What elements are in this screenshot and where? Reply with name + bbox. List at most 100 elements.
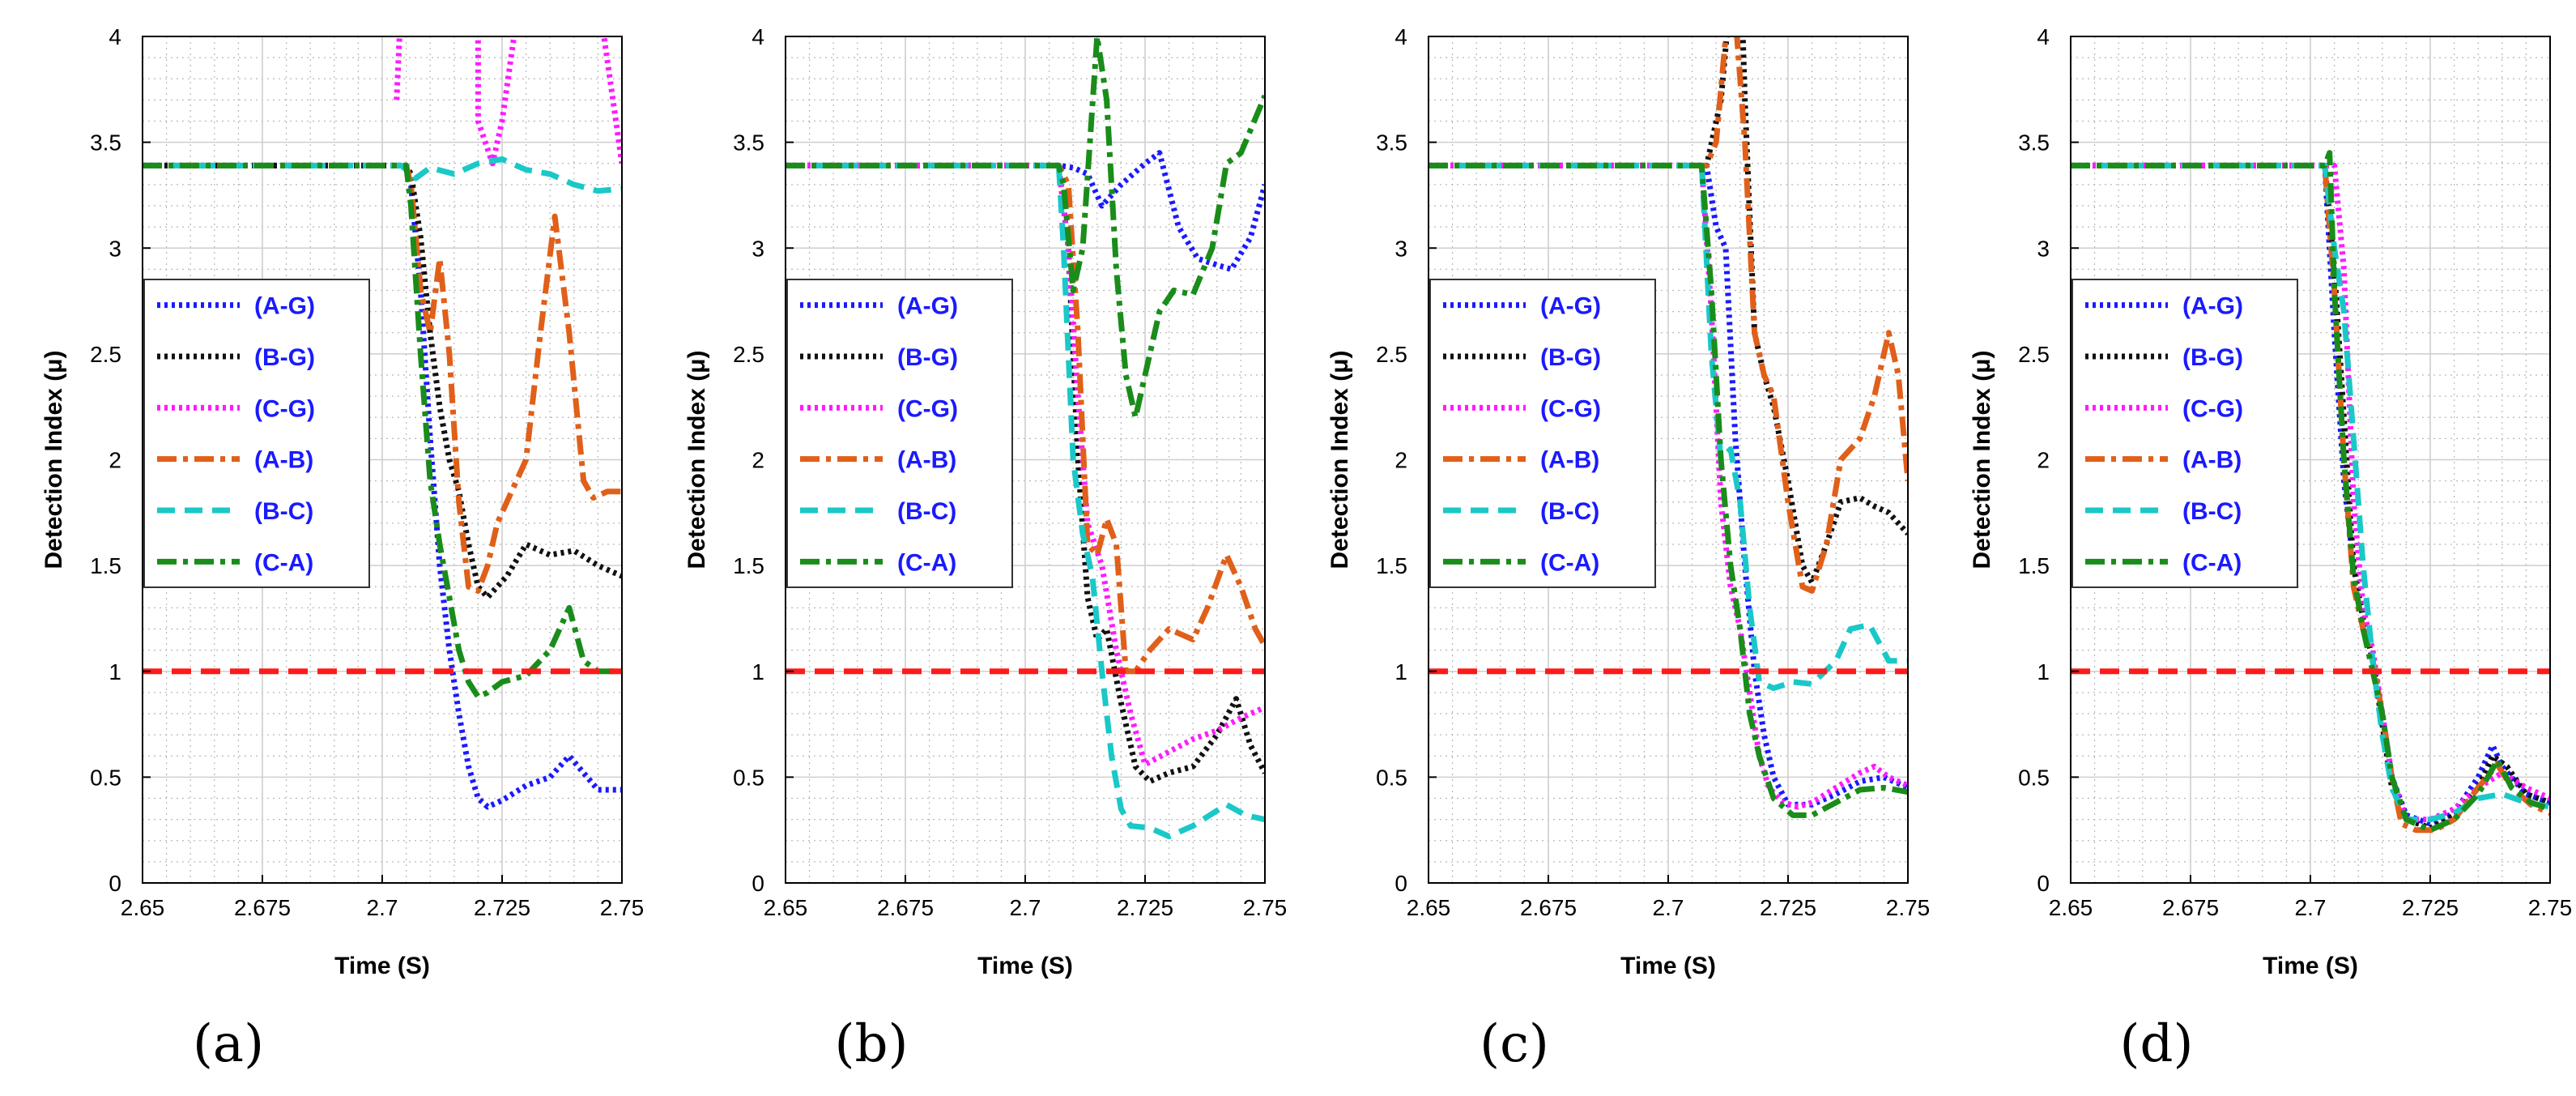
y-axis-label: Detection Index (μ) (1326, 350, 1353, 569)
y-tick-label: 4 (752, 24, 764, 49)
series-line-a-g (143, 162, 622, 810)
y-tick-label: 3 (2037, 236, 2050, 261)
series-line-a-b (143, 162, 622, 594)
series-group (786, 36, 1265, 839)
y-tick-label: 2.5 (2018, 342, 2050, 367)
legend-entry-label: (B-G) (2182, 344, 2243, 371)
x-tick-label: 2.65 (2049, 895, 2093, 920)
legend-entry-label: (A-G) (1540, 293, 1601, 320)
legend: (A-G) (B-G) (C-G) (A-B) (B-C) (C-A) (786, 279, 1013, 588)
legend-entry-label: (C-A) (1540, 549, 1599, 576)
x-tick-label: 2.75 (1243, 895, 1288, 920)
legend: (A-G) (B-G) (C-G) (A-B) (B-C) (C-A) (2071, 279, 2298, 588)
x-tick-label: 2.75 (2528, 895, 2573, 920)
y-tick-label: 1 (109, 659, 121, 684)
x-tick-label: 2.75 (600, 895, 645, 920)
legend-entry-label: (C-G) (254, 395, 315, 422)
series-line-b-c (786, 162, 1265, 839)
series-line-b-c (2071, 162, 2550, 823)
legend-entry-label: (A-B) (2182, 447, 2242, 474)
legend: (A-G) (B-G) (C-G) (A-B) (B-C) (C-A) (1429, 279, 1656, 588)
series-line-b-g (1429, 36, 1908, 586)
y-tick-label: 0 (2037, 871, 2050, 896)
y-axis-label: Detection Index (μ) (1969, 350, 1995, 569)
x-axis-label: Time (S) (2263, 953, 2358, 979)
y-tick-label: 2.5 (90, 342, 121, 367)
y-tick-label: 1.5 (90, 553, 121, 578)
y-tick-label: 2.5 (733, 342, 764, 367)
y-tick-label: 1 (752, 659, 764, 684)
y-tick-label: 3.5 (1376, 130, 1407, 156)
x-tick-label: 2.675 (1520, 895, 1577, 920)
legend-entry-label: (B-C) (254, 498, 313, 525)
legend-entry-label: (C-A) (2182, 549, 2242, 576)
y-tick-label: 0.5 (733, 765, 764, 790)
y-axis-label: Detection Index (μ) (683, 350, 710, 569)
series-group (1429, 36, 1908, 818)
x-tick-label: 2.675 (877, 895, 934, 920)
y-tick-label: 4 (109, 24, 121, 49)
series-group (143, 36, 622, 810)
y-tick-label: 3.5 (733, 130, 764, 156)
series-line-c-g (2071, 162, 2550, 823)
series-group (2071, 150, 2550, 834)
y-tick-label: 1.5 (733, 553, 764, 578)
series-line-b-c (143, 156, 622, 194)
x-axis-label: Time (S) (1620, 953, 1716, 979)
series-line-c-a (786, 36, 1265, 420)
legend-entry-label: (B-G) (897, 344, 958, 371)
y-tick-label: 4 (1394, 24, 1407, 49)
y-tick-label: 3.5 (90, 130, 121, 156)
panel-label: (b) (835, 1014, 909, 1074)
y-tick-label: 0 (109, 871, 121, 896)
legend-box (786, 279, 1013, 588)
y-tick-label: 2 (2037, 448, 2050, 473)
x-tick-label: 2.7 (1653, 895, 1684, 920)
x-tick-label: 2.65 (121, 895, 165, 920)
legend-entry-label: (C-G) (897, 395, 958, 422)
legend-box (1429, 279, 1656, 588)
x-axis-label: Time (S) (334, 953, 430, 979)
series-line-b-g (143, 162, 622, 600)
panel-label: (d) (2120, 1014, 2194, 1074)
y-tick-label: 0.5 (1376, 765, 1407, 790)
y-tick-label: 4 (2037, 24, 2050, 49)
y-tick-label: 3.5 (2018, 130, 2050, 156)
legend-entry-label: (B-G) (1540, 344, 1601, 371)
y-axis-label: Detection Index (μ) (40, 350, 67, 569)
legend-entry-label: (A-G) (2182, 293, 2243, 320)
x-tick-label: 2.7 (2295, 895, 2327, 920)
legend-entry-label: (A-G) (897, 293, 958, 320)
legend-entry-label: (A-B) (1540, 447, 1599, 474)
x-tick-label: 2.725 (474, 895, 530, 920)
y-tick-label: 3 (1394, 236, 1407, 261)
y-tick-label: 2 (752, 448, 764, 473)
legend-entry-label: (A-B) (254, 447, 313, 474)
series-line-a-g (786, 150, 1265, 272)
y-tick-label: 1 (2037, 659, 2050, 684)
panel-label: (c) (1480, 1014, 1549, 1074)
y-tick-label: 2.5 (1376, 342, 1407, 367)
legend-entry-label: (B-G) (254, 344, 315, 371)
series-line-b-g (2071, 162, 2550, 831)
panel-2: 2.65 2.675 2.7 2.725 2.75 0 0.5 1 1.5 2 2.5 3 3.5 4 Ti… (683, 24, 1287, 1074)
panel-3: 2.65 2.675 2.7 2.725 2.75 0 0.5 1 1.5 2 2.5 3 3.5 4 Ti… (1326, 24, 1930, 1074)
series-line-c-a (143, 162, 622, 700)
legend-box (143, 279, 370, 588)
series-line-c-a (1429, 162, 1908, 818)
y-tick-label: 0 (752, 871, 764, 896)
x-tick-label: 2.65 (1407, 895, 1451, 920)
legend-entry-label: (C-G) (2182, 395, 2243, 422)
x-tick-label: 2.675 (2162, 895, 2219, 920)
legend-entry-label: (A-G) (254, 293, 315, 320)
y-tick-label: 1.5 (2018, 553, 2050, 578)
y-tick-label: 3 (109, 236, 121, 261)
x-tick-label: 2.7 (1010, 895, 1041, 920)
x-tick-label: 2.725 (1117, 895, 1173, 920)
legend: (A-G) (B-G) (C-G) (A-B) (B-C) (C-A) (143, 279, 370, 588)
legend-entry-label: (C-A) (897, 549, 956, 576)
legend-entry-label: (C-G) (1540, 395, 1601, 422)
series-line-a-g (1429, 162, 1908, 808)
panel-4: 2.65 2.675 2.7 2.725 2.75 0 0.5 1 1.5 2 2.5 3 3.5 4 Ti… (1969, 24, 2572, 1074)
